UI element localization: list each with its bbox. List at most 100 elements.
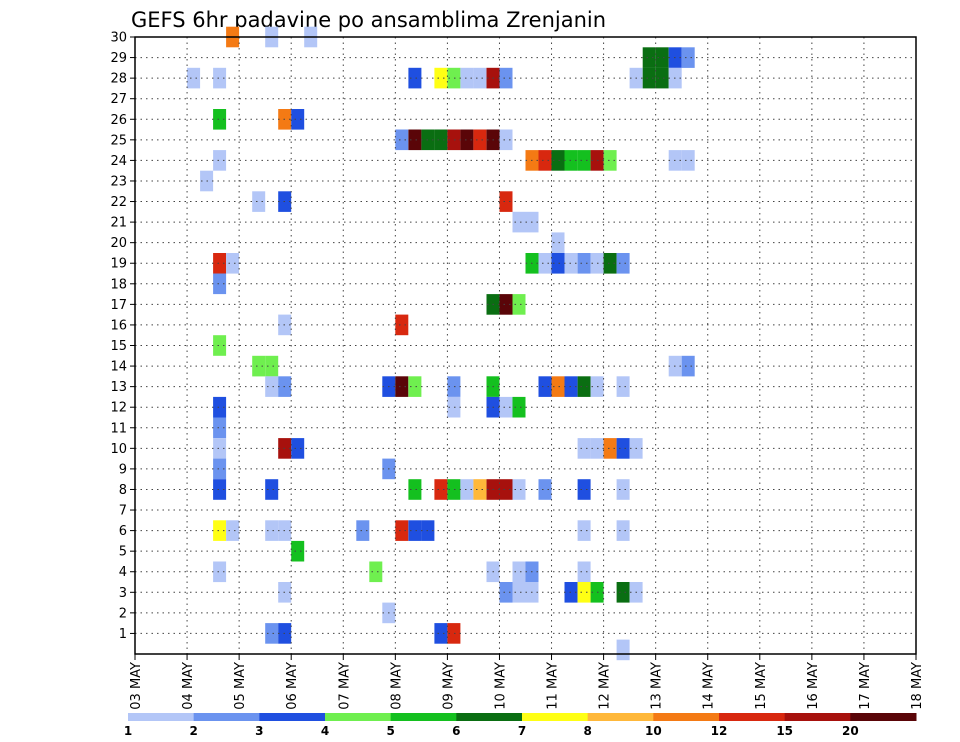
- heatmap-cell: [265, 479, 279, 500]
- colorbar-label: 3: [255, 724, 263, 738]
- heatmap-cell: [616, 479, 630, 500]
- heatmap-cell: [577, 376, 591, 397]
- heatmap-cell: [551, 150, 565, 171]
- y-tick-label: 7: [119, 504, 127, 519]
- heatmap-cell: [460, 129, 474, 151]
- colorbar-label: 7: [518, 724, 526, 738]
- y-tick-label: 18: [110, 277, 127, 292]
- heatmap-cell: [499, 479, 513, 500]
- x-tick-label: 04 MAY: [181, 662, 196, 710]
- y-tick-label: 25: [110, 133, 127, 148]
- heatmap-cell: [499, 396, 513, 418]
- heatmap-cell: [395, 520, 409, 541]
- heatmap-cell: [473, 67, 487, 89]
- heatmap-cell: [265, 376, 279, 397]
- heatmap-cell: [538, 479, 552, 500]
- heatmap-cell: [577, 150, 591, 171]
- y-tick-label: 29: [110, 51, 127, 66]
- heatmap-cell: [291, 109, 305, 130]
- y-tick-label: 11: [110, 421, 127, 436]
- heatmap-cell: [213, 109, 227, 130]
- y-tick-label: 23: [110, 174, 127, 189]
- heatmap-cell: [473, 129, 487, 151]
- heatmap-cell: [213, 417, 227, 439]
- colorbar-swatch: [259, 713, 326, 721]
- gridlines: [135, 37, 916, 654]
- heatmap-cell: [512, 582, 526, 603]
- x-tick-label: 06 MAY: [285, 662, 300, 710]
- heatmap-cell: [616, 582, 630, 603]
- heatmap-cell: [408, 376, 422, 397]
- y-tick-label: 24: [110, 154, 127, 169]
- heatmap-cell: [291, 438, 305, 459]
- heatmap-cell: [213, 479, 227, 500]
- heatmap-cell: [369, 561, 383, 583]
- heatmap-cell: [681, 150, 695, 171]
- heatmap-cell: [551, 232, 565, 253]
- heatmap-cell: [408, 479, 422, 500]
- heatmap-cell: [499, 582, 513, 603]
- heatmap-cell: [512, 211, 526, 233]
- heatmap-cell: [434, 67, 448, 89]
- colorbar-legend: 1 2 3 4 5 6 7 8 10 12 15 20: [124, 713, 917, 738]
- colorbar-swatch: [390, 713, 457, 721]
- heatmap-cell: [538, 253, 552, 274]
- heatmap-cell: [447, 376, 461, 397]
- heatmap-cell: [460, 67, 474, 89]
- x-tick-label: 15 MAY: [754, 662, 769, 710]
- heatmap-cell: [460, 479, 474, 500]
- heatmap-cell: [213, 438, 227, 459]
- colorbar-label: 10: [645, 724, 662, 738]
- heatmap-cell: [213, 273, 227, 295]
- heatmap-cell: [577, 253, 591, 274]
- y-tick-label: 10: [110, 442, 127, 457]
- colorbar-swatch: [719, 713, 786, 721]
- heatmap-cell: [577, 561, 591, 583]
- heatmap-cell: [499, 67, 513, 89]
- y-tick-label: 28: [110, 72, 127, 87]
- heatmap-cell: [213, 396, 227, 418]
- y-tick-label: 8: [119, 483, 127, 498]
- heatmap-cell: [434, 129, 448, 151]
- heatmap-cell: [213, 335, 227, 356]
- y-tick-label: 5: [119, 545, 127, 560]
- heatmap-cell: [616, 253, 630, 274]
- x-tick-label: 09 MAY: [441, 662, 456, 710]
- heatmap-cell: [603, 253, 617, 274]
- y-tick-label: 12: [110, 401, 127, 416]
- y-tick-label: 22: [110, 195, 127, 210]
- heatmap-cell: [551, 253, 565, 274]
- heatmap-cell: [577, 582, 591, 603]
- heatmap-cell: [447, 623, 461, 644]
- x-tick-label: 10 MAY: [493, 662, 508, 710]
- heatmap-cell: [538, 376, 552, 397]
- colorbar-label: 15: [776, 724, 793, 738]
- colorbar-label: 5: [386, 724, 394, 738]
- chart-title: GEFS 6hr padavine po ansamblima Zrenjani…: [131, 8, 606, 32]
- colorbar-swatch: [653, 713, 720, 721]
- x-tick-label: 12 MAY: [598, 662, 613, 710]
- heatmap-cell: [226, 253, 240, 274]
- heatmap-cell: [577, 479, 591, 500]
- colorbar-swatch: [522, 713, 589, 721]
- x-tick-label: 11 MAY: [546, 662, 561, 710]
- colorbar-label: 8: [583, 724, 591, 738]
- colorbar-label: 12: [711, 724, 728, 738]
- heatmap-cell: [642, 67, 656, 89]
- heatmap-cell: [434, 623, 448, 644]
- heatmap-cell: [642, 47, 656, 68]
- heatmap-cell: [213, 520, 227, 541]
- heatmap-cell: [603, 438, 617, 459]
- colorbar-swatch: [325, 713, 392, 721]
- heatmap-cell: [616, 376, 630, 397]
- y-tick-label: 9: [119, 462, 127, 477]
- heatmap-cell: [447, 479, 461, 500]
- y-tick-label: 19: [110, 257, 127, 272]
- heatmap-cell: [681, 355, 695, 377]
- heatmap-cell: [213, 458, 227, 480]
- y-tick-label: 1: [119, 627, 127, 642]
- heatmap-cell: [265, 520, 279, 541]
- heatmap-cell: [499, 294, 513, 315]
- heatmap-cell: [499, 191, 513, 212]
